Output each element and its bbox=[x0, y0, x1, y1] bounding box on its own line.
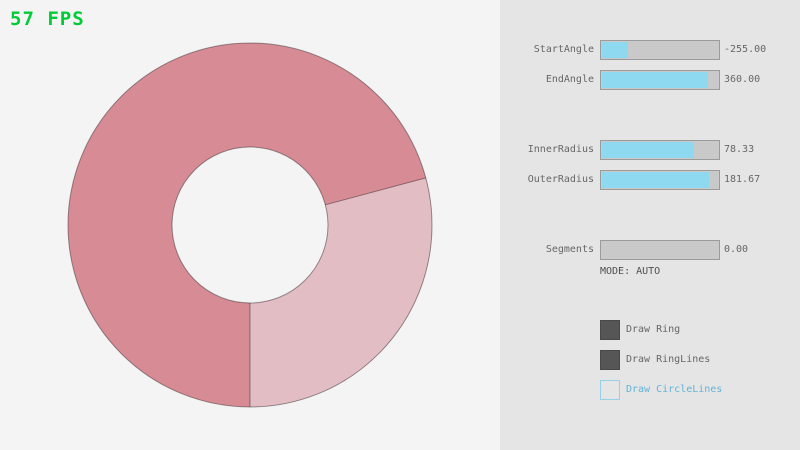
slider-label: OuterRadius bbox=[527, 174, 594, 185]
slider-value: 181.67 bbox=[724, 174, 761, 185]
slider-row-innerradius: InnerRadius 78.33 bbox=[500, 140, 800, 160]
checkbox-draw-ring[interactable] bbox=[600, 320, 620, 340]
slider-label: Segments bbox=[545, 244, 594, 255]
control-panel: StartAngle -255.00 EndAngle 360.00 Inner… bbox=[500, 0, 800, 450]
slider-row-segments: Segments 0.00 bbox=[500, 240, 800, 260]
slider-row-startangle: StartAngle -255.00 bbox=[500, 40, 800, 60]
slider-row-endangle: EndAngle 360.00 bbox=[500, 70, 800, 90]
checkbox-row-draw-ring: Draw Ring bbox=[600, 320, 800, 340]
slider-fill bbox=[602, 142, 695, 158]
slider-endangle[interactable] bbox=[600, 70, 720, 90]
slider-value: 0.00 bbox=[724, 244, 749, 255]
checkbox-draw-ringlines[interactable] bbox=[600, 350, 620, 370]
slider-fill bbox=[602, 172, 710, 188]
mode-label: MODE: AUTO bbox=[600, 266, 661, 277]
slider-innerradius[interactable] bbox=[600, 140, 720, 160]
slider-startangle[interactable] bbox=[600, 40, 720, 60]
slider-fill bbox=[602, 72, 709, 88]
checkbox-row-draw-ringlines: Draw RingLines bbox=[600, 350, 800, 370]
slider-value: -255.00 bbox=[724, 44, 767, 55]
slider-outerradius[interactable] bbox=[600, 170, 720, 190]
fps-counter: 57 FPS bbox=[10, 8, 85, 30]
slider-value: 360.00 bbox=[724, 74, 761, 85]
checkbox-label: Draw RingLines bbox=[626, 354, 711, 365]
checkbox-row-draw-circlelines: Draw CircleLines bbox=[600, 380, 800, 400]
slider-row-outerradius: OuterRadius 181.67 bbox=[500, 170, 800, 190]
checkbox-label: Draw Ring bbox=[626, 324, 681, 335]
slider-label: InnerRadius bbox=[527, 144, 594, 155]
slider-value: 78.33 bbox=[724, 144, 755, 155]
slider-segments[interactable] bbox=[600, 240, 720, 260]
slider-fill bbox=[602, 42, 628, 58]
slider-label: StartAngle bbox=[533, 44, 594, 55]
ring-drawing bbox=[67, 42, 433, 408]
checkbox-label: Draw CircleLines bbox=[626, 384, 723, 395]
slider-label: EndAngle bbox=[545, 74, 594, 85]
checkbox-draw-circlelines[interactable] bbox=[600, 380, 620, 400]
